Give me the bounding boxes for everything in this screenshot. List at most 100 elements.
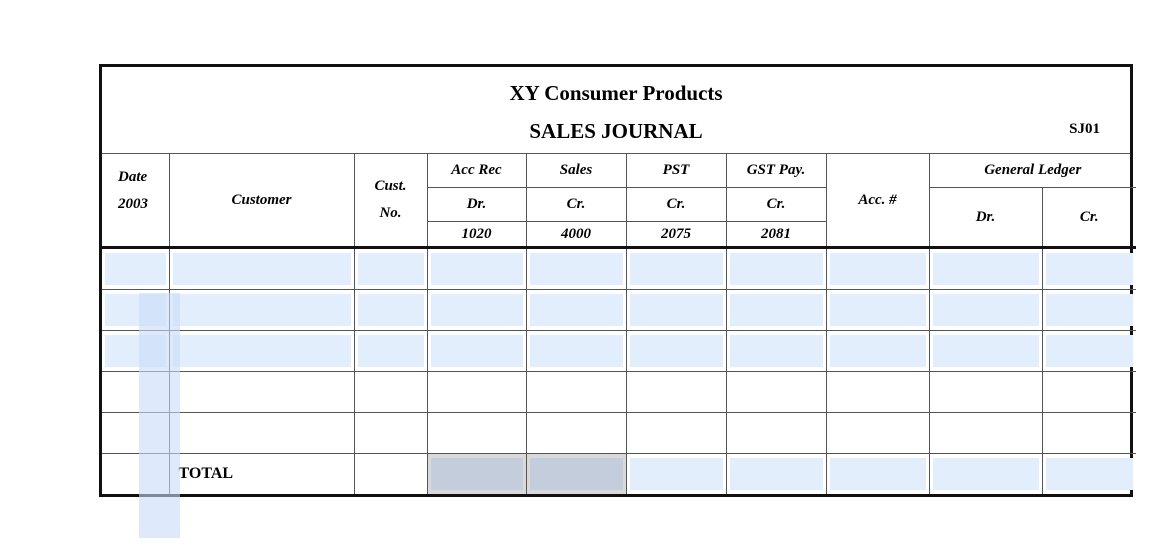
company-name: XY Consumer Products (509, 81, 723, 105)
journal-code: SJ01 (1069, 121, 1100, 137)
cell-pst-cr[interactable] (625, 289, 727, 331)
table-row (102, 371, 1136, 413)
total-gst-cr-field[interactable] (729, 458, 823, 490)
cell-cust-no[interactable] (353, 289, 428, 331)
cell-acc-rec-dr[interactable] (426, 289, 527, 331)
cell-gl-dr[interactable] (928, 330, 1043, 372)
cell-gst-cr[interactable] (725, 330, 827, 372)
pst-cr-field[interactable] (629, 294, 723, 326)
header-acc-rec-dr: Dr. (427, 187, 527, 222)
cell-sales-cr[interactable] (525, 246, 627, 290)
acc-number-field[interactable] (829, 253, 926, 285)
cell-cust-no[interactable] (353, 330, 428, 372)
total-sales-cr-field[interactable] (529, 458, 623, 490)
cell-customer[interactable] (168, 246, 355, 290)
pst-cr-field[interactable] (629, 253, 723, 285)
cell-gl-cr[interactable] (1041, 246, 1136, 290)
cell-gl-cr[interactable] (1041, 289, 1136, 331)
cell-acc-number[interactable] (825, 330, 930, 372)
cell-total-acc-number[interactable] (825, 453, 930, 494)
cell-gl-cr (1041, 371, 1136, 413)
cell-total-acc-rec-dr[interactable] (426, 453, 527, 494)
cell-total-sales-cr[interactable] (525, 453, 627, 494)
table-row (102, 330, 1136, 372)
journal-title: SALES JOURNAL (529, 119, 703, 143)
gst-cr-field[interactable] (729, 253, 823, 285)
cell-gst-cr[interactable] (725, 289, 827, 331)
cell-total-pst-cr[interactable] (625, 453, 727, 494)
total-acc-number-field[interactable] (829, 458, 926, 490)
cell-gst-cr[interactable] (725, 246, 827, 290)
cell-customer (168, 371, 355, 413)
gl-cr-field[interactable] (1045, 253, 1133, 285)
total-gl-dr-field[interactable] (932, 458, 1039, 490)
cell-acc-rec-dr[interactable] (426, 330, 527, 372)
pst-account-no: 2075 (625, 221, 727, 248)
acc-rec-dr-field[interactable] (430, 253, 523, 285)
journal-table: Date 2003 Customer Cust. No. Acc Rec Sales… (102, 154, 1136, 494)
cell-sales-cr (525, 412, 627, 454)
total-acc-rec-dr-field[interactable] (430, 458, 523, 490)
cell-cust-no[interactable] (353, 246, 428, 290)
date-field[interactable] (105, 253, 166, 285)
cell-gl-dr (928, 371, 1043, 413)
cell-customer (168, 412, 355, 454)
acc-number-field[interactable] (829, 335, 926, 367)
cust-no-field[interactable] (357, 294, 424, 326)
cell-acc-rec-dr (426, 371, 527, 413)
cell-gl-cr[interactable] (1041, 330, 1136, 372)
cell-total-gl-cr[interactable] (1041, 453, 1136, 494)
header-general-ledger: General Ledger (928, 154, 1136, 188)
cust-no-field[interactable] (357, 335, 424, 367)
acc-rec-dr-field[interactable] (430, 335, 523, 367)
total-row: TOTAL (102, 453, 1136, 494)
cell-gl-dr[interactable] (928, 289, 1043, 331)
cell-total-label: TOTAL (168, 453, 355, 494)
cell-total-gst-cr[interactable] (725, 453, 827, 494)
customer-field[interactable] (172, 335, 351, 367)
acc-rec-dr-field[interactable] (430, 294, 523, 326)
cell-acc-rec-dr[interactable] (426, 246, 527, 290)
cell-acc-number[interactable] (825, 246, 930, 290)
cell-pst-cr[interactable] (625, 246, 727, 290)
gl-dr-field[interactable] (932, 253, 1039, 285)
cell-gl-cr (1041, 412, 1136, 454)
gst-cr-field[interactable] (729, 294, 823, 326)
cell-pst-cr[interactable] (625, 330, 727, 372)
sales-cr-field[interactable] (529, 335, 623, 367)
header-pst: PST (625, 154, 727, 188)
cell-gl-dr[interactable] (928, 246, 1043, 290)
cell-total-gl-dr[interactable] (928, 453, 1043, 494)
gl-dr-field[interactable] (932, 335, 1039, 367)
gst-cr-field[interactable] (729, 335, 823, 367)
cell-acc-number[interactable] (825, 289, 930, 331)
header-date: Date 2003 (102, 154, 170, 248)
sales-account-no: 4000 (525, 221, 627, 248)
header-gst: GST Pay. (725, 154, 827, 188)
cell-date[interactable] (102, 246, 170, 290)
cell-gl-dr (928, 412, 1043, 454)
total-gl-cr-field[interactable] (1045, 458, 1133, 490)
cell-acc-rec-dr (426, 412, 527, 454)
sales-cr-field[interactable] (529, 253, 623, 285)
pst-cr-field[interactable] (629, 335, 723, 367)
cell-acc-number (825, 371, 930, 413)
customer-field[interactable] (172, 294, 351, 326)
cell-sales-cr[interactable] (525, 289, 627, 331)
cust-no-field[interactable] (357, 253, 424, 285)
sales-cr-field[interactable] (529, 294, 623, 326)
gl-dr-field[interactable] (932, 294, 1039, 326)
acc-number-field[interactable] (829, 294, 926, 326)
gl-cr-field[interactable] (1045, 335, 1133, 367)
cell-pst-cr (625, 412, 727, 454)
total-pst-cr-field[interactable] (629, 458, 723, 490)
gl-cr-field[interactable] (1045, 294, 1133, 326)
acc-rec-account-no: 1020 (427, 221, 527, 248)
column-highlight (139, 293, 180, 538)
cell-customer[interactable] (168, 289, 355, 331)
header-pst-cr: Cr. (625, 187, 727, 222)
cell-sales-cr[interactable] (525, 330, 627, 372)
customer-field[interactable] (172, 253, 351, 285)
cell-cust-no (353, 371, 428, 413)
cell-customer[interactable] (168, 330, 355, 372)
